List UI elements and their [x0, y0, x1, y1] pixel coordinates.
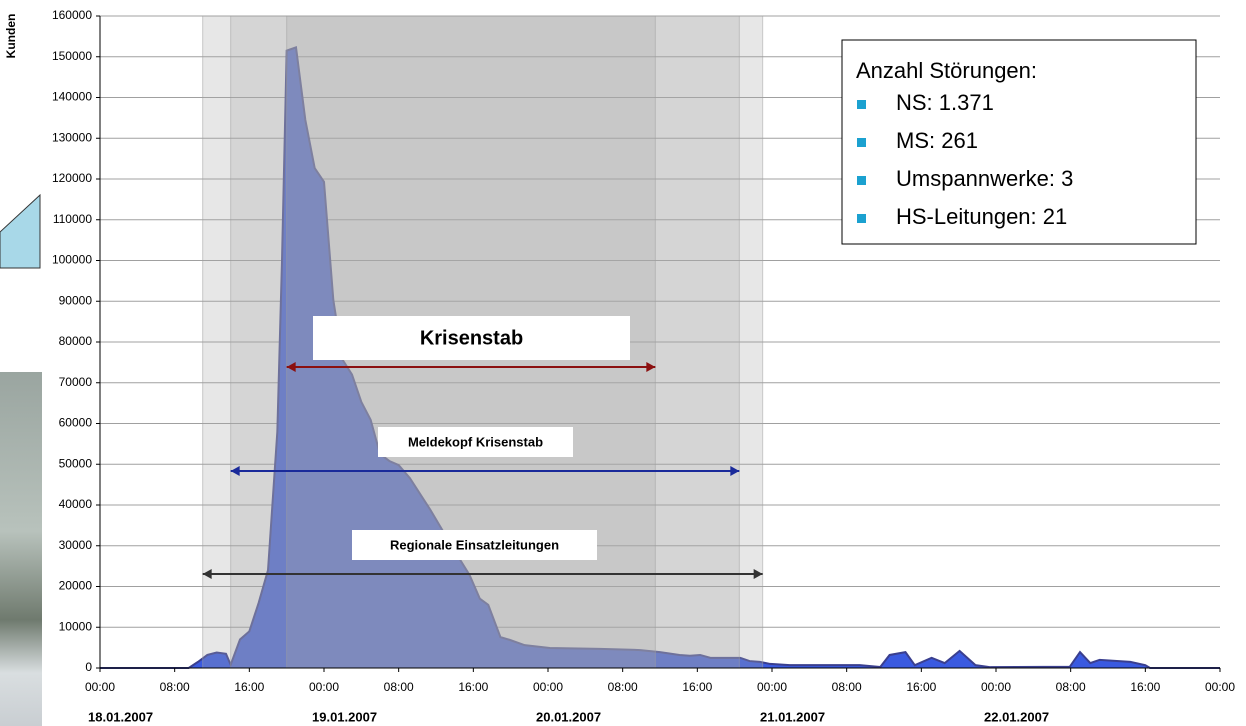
y-tick-label: 60000: [59, 416, 93, 430]
info-box-marker: [857, 176, 866, 185]
y-tick-label: 50000: [59, 456, 93, 470]
y-tick-label: 110000: [53, 212, 92, 226]
x-tick-label: 00:00: [981, 680, 1011, 694]
info-box-item: MS: 261: [896, 128, 978, 153]
info-box-marker: [857, 138, 866, 147]
decor-triangle: [0, 195, 40, 268]
y-tick-label: 150000: [52, 49, 92, 63]
chart: 0 10000 20000 30000 40000 50000 60000 70000 8000…: [0, 0, 1246, 726]
y-tick-label: 100000: [52, 253, 92, 267]
info-box-item: NS: 1.371: [896, 90, 994, 115]
x-date-label: 21.01.2007: [760, 709, 825, 724]
y-tick-label: 160000: [52, 8, 92, 22]
x-date-label: 22.01.2007: [984, 709, 1049, 724]
period-label: Meldekopf Krisenstab: [408, 434, 543, 449]
x-tick-label: 16:00: [906, 680, 936, 694]
x-tick-label: 08:00: [608, 680, 638, 694]
y-tick-label: 20000: [59, 579, 93, 593]
x-tick-label: 08:00: [1056, 680, 1086, 694]
x-tick-label: 16:00: [682, 680, 712, 694]
x-tick-label: 08:00: [384, 680, 414, 694]
y-tick-label: 30000: [59, 538, 93, 552]
plot-area: 0 10000 20000 30000 40000 50000 60000 70000 8000…: [52, 8, 1235, 724]
x-date-label: 19.01.2007: [312, 709, 377, 724]
x-tick-label: 00:00: [1205, 680, 1235, 694]
period-label: Regionale Einsatzleitungen: [390, 537, 559, 552]
x-tick-label: 16:00: [234, 680, 264, 694]
y-tick-label: 40000: [59, 497, 93, 511]
y-tick-label: 70000: [59, 375, 93, 389]
x-date-label: 18.01.2007: [88, 709, 153, 724]
x-tick-label: 00:00: [757, 680, 787, 694]
info-box-marker: [857, 100, 866, 109]
decor-photo: [0, 372, 42, 726]
y-tick-label: 90000: [59, 293, 93, 307]
y-axis-label: Kunden: [4, 14, 18, 59]
period-label: Krisenstab: [420, 327, 523, 349]
info-box-item: Umspannwerke: 3: [896, 166, 1073, 191]
x-tick-label: 08:00: [160, 680, 190, 694]
y-tick-label: 0: [85, 660, 92, 674]
y-tick-label: 140000: [52, 90, 92, 104]
y-tick-label: 10000: [59, 619, 93, 633]
y-tick-label: 120000: [52, 171, 92, 185]
info-box-item: HS-Leitungen: 21: [896, 204, 1067, 229]
info-box-marker: [857, 214, 866, 223]
x-tick-label: 16:00: [1130, 680, 1160, 694]
y-tick-label: 80000: [59, 334, 93, 348]
y-tick-label: 130000: [52, 130, 92, 144]
info-box-title: Anzahl Störungen:: [856, 58, 1037, 83]
x-tick-label: 00:00: [85, 680, 115, 694]
x-tick-label: 00:00: [533, 680, 563, 694]
x-tick-label: 08:00: [832, 680, 862, 694]
x-tick-label: 16:00: [458, 680, 488, 694]
x-tick-label: 00:00: [309, 680, 339, 694]
x-date-label: 20.01.2007: [536, 709, 601, 724]
